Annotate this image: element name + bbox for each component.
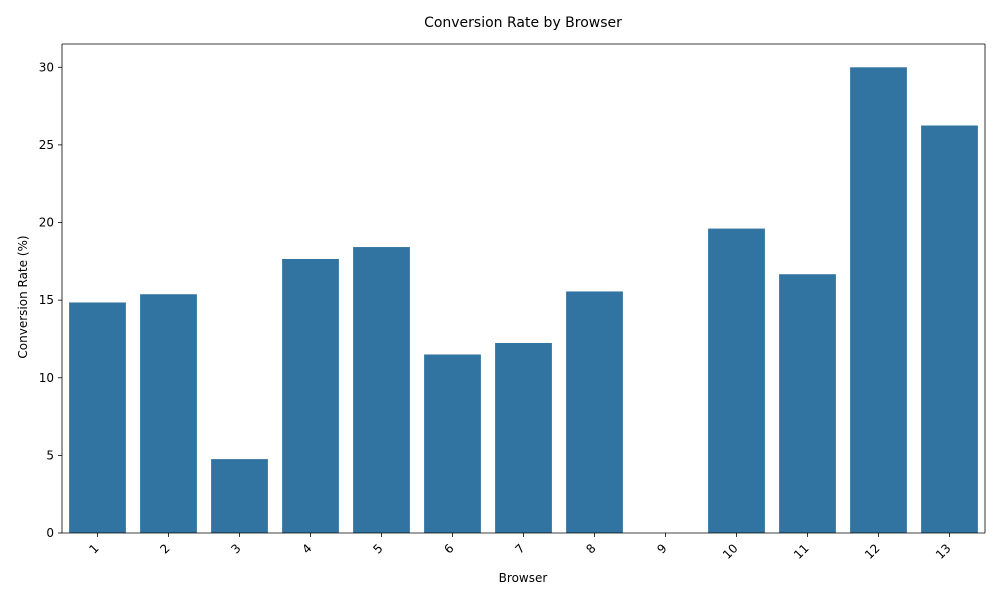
bar-6 [424,354,481,533]
x-tick-label: 4 [299,541,314,556]
bar-8 [566,291,623,533]
y-tick-label: 15 [39,293,54,307]
bar-12 [850,67,907,534]
chart-title: Conversion Rate by Browser [424,15,622,31]
bar-7 [495,342,552,533]
x-tick-label: 8 [583,541,598,556]
y-tick-label: 20 [39,216,54,230]
y-tick-label: 0 [46,526,54,540]
x-tick-label: 2 [157,541,172,556]
y-tick-label: 10 [39,371,54,385]
x-axis-label: Browser [499,571,548,585]
x-tick-label: 13 [933,541,954,562]
x-tick-label: 10 [720,541,741,562]
y-tick-label: 25 [39,138,54,152]
bar-5 [353,247,410,533]
bar-4 [282,259,339,533]
bars-layer [69,67,978,534]
x-tick-label: 6 [441,541,456,556]
y-axis: 0 5 10 15 20 25 30 [39,44,986,540]
bar-11 [779,274,836,533]
x-tick-label: 11 [791,541,812,562]
bar-10 [708,228,765,533]
x-tick-label: 9 [654,541,669,556]
x-tick-label: 1 [86,541,101,556]
bar-3 [211,459,268,533]
y-axis-label: Conversion Rate (%) [16,235,30,358]
bar-13 [921,125,978,533]
y-tick-label: 5 [46,448,54,462]
x-tick-label: 5 [370,541,385,556]
x-tick-label: 3 [228,541,243,556]
y-tick-label: 30 [39,60,54,74]
bar-1 [69,302,126,533]
x-tick-label: 12 [862,541,883,562]
bar-2 [140,294,197,533]
x-tick-label: 7 [512,541,527,556]
